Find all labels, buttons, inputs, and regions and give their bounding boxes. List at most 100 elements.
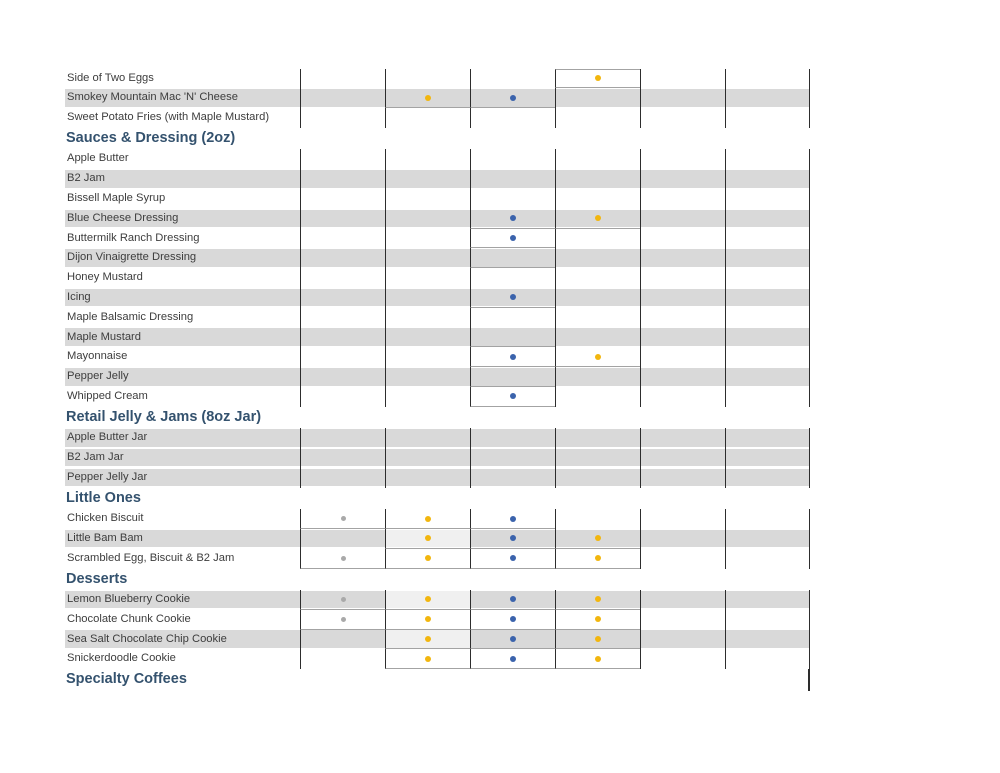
- marker-cell: [300, 188, 385, 209]
- marker-cell: [640, 149, 725, 170]
- marker-cell: [725, 108, 810, 128]
- marker-cell: [470, 208, 555, 229]
- marker-cell: [385, 367, 470, 387]
- marker-cell: [300, 548, 385, 569]
- menu-item-row: Icing: [65, 287, 810, 308]
- marker-cell: [555, 108, 640, 128]
- marker-cell: [385, 448, 470, 468]
- marker-cell: [470, 248, 555, 269]
- marker-cell: [385, 649, 470, 670]
- menu-item-label: Dijon Vinaigrette Dressing: [67, 251, 197, 264]
- marker-cell: [470, 228, 555, 249]
- marker-cell: [555, 509, 640, 529]
- menu-item-label: B2 Jam Jar: [67, 451, 124, 464]
- marker-cell: [470, 448, 555, 468]
- yellow-dot-icon: [425, 616, 431, 623]
- yellow-dot-icon: [425, 535, 431, 542]
- marker-cell: [300, 609, 385, 630]
- menu-item-row: Pepper Jelly: [65, 367, 810, 387]
- menu-item-row: Apple Butter Jar: [65, 428, 810, 449]
- marker-cell: [725, 188, 810, 209]
- marker-cell: [725, 248, 810, 269]
- marker-cell: [555, 248, 640, 269]
- menu-section: Desserts Lemon Blueberry Cookie Chocolate …: [65, 569, 810, 670]
- marker-cell: [640, 448, 725, 468]
- yellow-dot-icon: [595, 555, 601, 562]
- marker-cell: [640, 609, 725, 630]
- marker-cell: [640, 428, 725, 449]
- marker-cell: [555, 149, 640, 170]
- marker-cell: [300, 367, 385, 387]
- menu-item-row: Maple Mustard: [65, 327, 810, 348]
- marker-cell: [725, 528, 810, 549]
- menu-item-row: Sweet Potato Fries (with Maple Mustard): [65, 108, 810, 128]
- marker-cell: [470, 149, 555, 170]
- marker-cell: [300, 208, 385, 229]
- marker-cell: [385, 169, 470, 189]
- marker-cell: [470, 386, 555, 407]
- marker-cell: [300, 590, 385, 610]
- marker-cell: [640, 68, 725, 89]
- yellow-dot-icon: [425, 94, 431, 101]
- marker-cell: [385, 248, 470, 269]
- menu-section: Little Ones Chicken Biscuit Little Bam Bam…: [65, 488, 810, 569]
- marker-cell: [385, 386, 470, 407]
- marker-cell: [385, 548, 470, 569]
- marker-cell: [470, 188, 555, 209]
- row-stripe: [65, 169, 810, 188]
- gray-dot-icon: [340, 616, 346, 622]
- marker-cell: [470, 88, 555, 109]
- blue-dot-icon: [510, 94, 516, 101]
- section-header: Specialty Coffees: [66, 671, 187, 688]
- menu-item-label: Chocolate Chunk Cookie: [67, 612, 191, 625]
- row-stripe: [65, 89, 810, 107]
- marker-cell: [555, 609, 640, 630]
- menu-item-label: Sea Salt Chocolate Chip Cookie: [67, 632, 227, 645]
- marker-cell: [555, 548, 640, 569]
- marker-cell: [300, 248, 385, 269]
- marker-cell: [725, 629, 810, 650]
- menu-item-row: Buttermilk Ranch Dressing: [65, 228, 810, 249]
- marker-cell: [640, 307, 725, 328]
- menu-item-label: Apple Butter Jar: [67, 431, 148, 444]
- section-header: Sauces & Dressing (2oz): [66, 129, 236, 146]
- marker-cell: [555, 208, 640, 229]
- marker-cell: [640, 590, 725, 610]
- marker-cell: [725, 649, 810, 670]
- marker-cell: [725, 208, 810, 229]
- marker-cell: [385, 428, 470, 449]
- menu-item-label: Buttermilk Ranch Dressing: [67, 231, 200, 244]
- menu-item-row: Whipped Cream: [65, 386, 810, 407]
- marker-cell: [640, 649, 725, 670]
- marker-cell: [385, 228, 470, 249]
- menu-item-row: B2 Jam: [65, 169, 810, 189]
- menu-item-row: Apple Butter: [65, 149, 810, 170]
- menu-item-label: Smokey Mountain Mac 'N' Cheese: [67, 91, 238, 104]
- marker-cell: [555, 428, 640, 449]
- marker-cell: [470, 68, 555, 89]
- marker-cell: [725, 590, 810, 610]
- row-stripe: [65, 328, 810, 346]
- marker-cell: [385, 108, 470, 128]
- section-header: Little Ones: [66, 489, 141, 506]
- marker-cell: [640, 108, 725, 128]
- marker-cell: [385, 188, 470, 209]
- marker-cell: [470, 428, 555, 449]
- menu-section: Sauces & Dressing (2oz) Apple Butter B2 Ja…: [65, 128, 810, 407]
- blue-dot-icon: [510, 234, 516, 241]
- marker-cell: [555, 467, 640, 488]
- menu-item-label: Mayonnaise: [67, 350, 128, 363]
- marker-cell: [725, 287, 810, 308]
- menu-item-row: Dijon Vinaigrette Dressing: [65, 248, 810, 269]
- yellow-dot-icon: [595, 655, 601, 662]
- menu-item-label: Chicken Biscuit: [67, 512, 144, 525]
- marker-cell: [725, 386, 810, 407]
- marker-cell: [555, 88, 640, 109]
- marker-cell: [385, 467, 470, 488]
- marker-cell: [725, 448, 810, 468]
- menu-item-row: Mayonnaise: [65, 347, 810, 368]
- menu-item-label: Icing: [67, 290, 91, 303]
- marker-cell: [725, 149, 810, 170]
- marker-cell: [725, 548, 810, 569]
- marker-cell: [640, 467, 725, 488]
